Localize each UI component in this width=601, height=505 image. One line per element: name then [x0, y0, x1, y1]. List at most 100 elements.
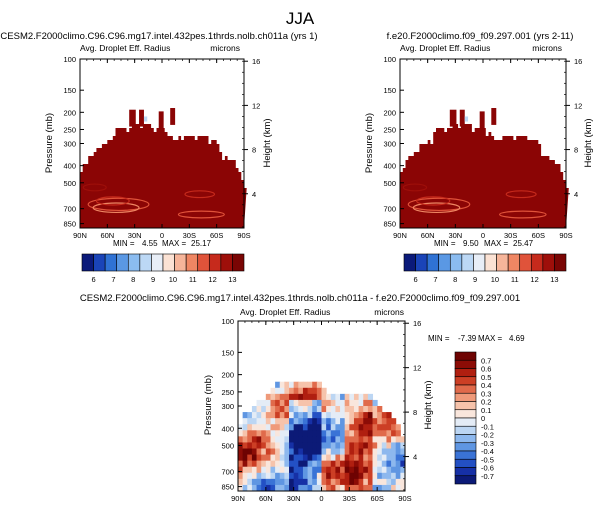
colorbar-box	[127, 253, 141, 272]
diff-cell	[395, 430, 401, 437]
diff-cell	[377, 448, 383, 456]
diff-cell	[293, 381, 299, 389]
diff-cell	[242, 466, 248, 474]
diff-cell	[353, 484, 360, 492]
diff-cell	[316, 478, 322, 486]
colorbar-box	[454, 434, 477, 444]
left-y2-axis: 16 12 8 4	[242, 57, 260, 228]
diff-cell	[270, 406, 276, 413]
diff-cell	[302, 381, 309, 389]
diff-cell	[275, 466, 281, 474]
diff-cell	[381, 454, 387, 462]
diff-y-axis: 100 150 200 250 300 400 500 700 850	[221, 317, 242, 492]
diff-cell	[265, 436, 271, 443]
diff-cell	[316, 412, 322, 419]
diff-cell	[275, 484, 281, 492]
diff-cell	[391, 424, 397, 431]
diff-cell	[256, 412, 262, 419]
colorbar-box	[454, 359, 477, 369]
diff-cell	[358, 442, 364, 449]
diff-cell	[312, 442, 318, 449]
diff-cell	[247, 418, 253, 425]
colorbar-box	[438, 253, 451, 272]
colorbar-box	[454, 409, 477, 419]
diff-cell	[279, 387, 285, 395]
y-tick-label: 100	[63, 55, 76, 64]
diff-cell	[353, 393, 360, 401]
diff-cell	[298, 399, 304, 407]
left-min-value: 4.55	[142, 239, 158, 248]
diff-cell	[335, 399, 341, 407]
diff-cell	[251, 412, 258, 419]
diff-cell	[391, 484, 397, 492]
convective-spike	[449, 109, 457, 127]
diff-cell	[321, 478, 327, 486]
diff-cell	[256, 418, 262, 425]
diff-cell	[279, 448, 285, 456]
diff-cell	[284, 442, 290, 449]
diff-cell	[349, 478, 355, 486]
diff-cell	[367, 454, 374, 462]
right-colorbar: 6 7 8 9 10 11 12 13	[403, 253, 567, 284]
diff-y2-axis: 16 12 8 4	[403, 319, 421, 491]
y-tick-label: 300	[63, 140, 76, 149]
diff-field	[238, 381, 406, 492]
diff-cell	[261, 448, 267, 456]
diff-ylabel: Pressure (mb)	[203, 375, 214, 435]
diff-cell	[316, 424, 322, 431]
y-tick-label: 200	[383, 108, 396, 117]
diff-cell	[381, 436, 387, 443]
diff-cell	[247, 436, 253, 443]
diff-cell	[372, 406, 378, 413]
colorbar-label: 11	[189, 275, 197, 284]
diff-cell	[381, 448, 387, 456]
colorbar-box	[519, 253, 532, 272]
diff-cell	[298, 454, 304, 462]
diff-cell	[377, 442, 383, 449]
diff-cell	[302, 478, 309, 486]
diff-cell	[298, 381, 304, 389]
diff-cell	[307, 418, 313, 425]
diff-cell	[377, 478, 383, 486]
diff-cell	[395, 442, 401, 449]
y-tick-label: 850	[221, 483, 234, 492]
diff-cell	[251, 430, 258, 437]
right-panel-title: f.e20.F2000climo.f09_f09.297.001 (yrs 2-…	[387, 31, 574, 42]
diff-cell	[307, 436, 313, 443]
colorbar-box	[174, 253, 187, 272]
diff-cell	[326, 484, 332, 492]
y-tick-label: 500	[221, 442, 234, 451]
diff-cell	[367, 448, 374, 456]
diff-cell	[400, 454, 406, 462]
colorbar-label: -0.7	[481, 472, 494, 481]
diff-cell	[353, 466, 360, 474]
diff-cell	[312, 406, 318, 413]
x-tick-label: 60S	[532, 231, 545, 240]
diff-cell	[349, 484, 355, 492]
diff-cell	[270, 484, 276, 492]
diff-cell	[302, 436, 309, 443]
colorbar-box	[449, 253, 463, 272]
diff-cell	[307, 406, 313, 413]
right-field	[400, 108, 569, 228]
diff-cell	[293, 424, 299, 431]
diff-cell	[289, 436, 295, 443]
diff-cell	[261, 406, 267, 413]
colorbar-box	[461, 253, 474, 272]
diff-cell	[302, 466, 309, 474]
colorbar-box	[496, 253, 509, 272]
diff-cell	[293, 406, 299, 413]
diff-cell	[367, 399, 374, 407]
y-tick-label: 250	[221, 388, 234, 397]
colorbar-label: 8	[453, 275, 457, 284]
diff-cell	[344, 406, 350, 413]
colorbar-label: -0.2	[481, 431, 494, 440]
y2-tick-label: 8	[252, 146, 256, 155]
left-y2label: Height (km)	[262, 118, 273, 167]
diff-cell	[321, 387, 327, 395]
diff-cell	[377, 454, 383, 462]
diff-cell	[395, 478, 401, 486]
diff-cell	[395, 460, 401, 468]
diff-cell	[289, 393, 295, 401]
